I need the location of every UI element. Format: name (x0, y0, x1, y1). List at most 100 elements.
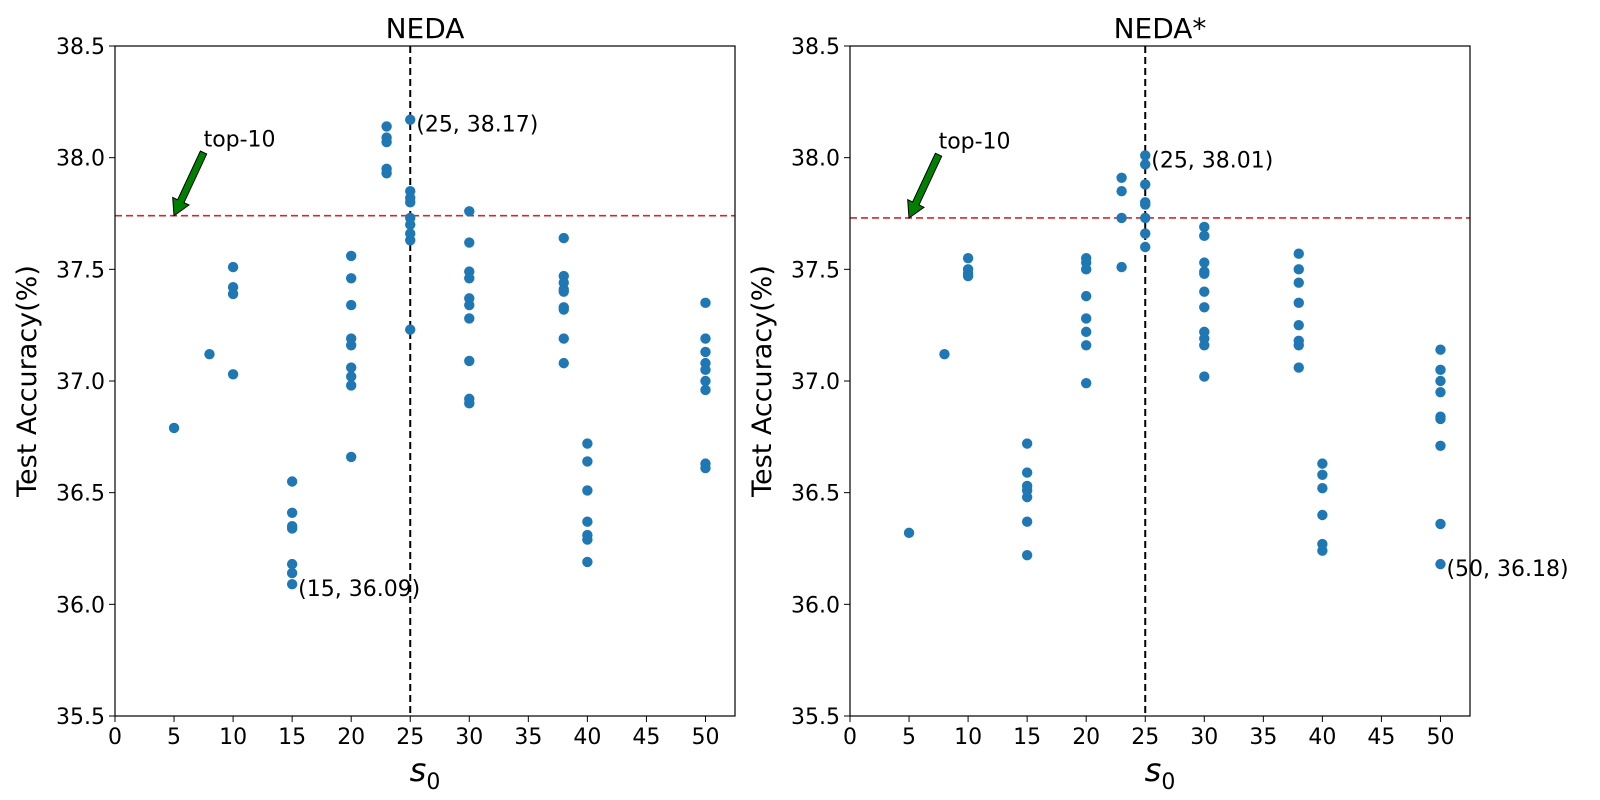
plot-area (850, 46, 1470, 716)
x-tick-label: 25 (1131, 725, 1159, 750)
data-point (1021, 438, 1033, 449)
data-point (1080, 340, 1092, 351)
data-point (345, 362, 357, 373)
x-tick-label: 35 (514, 725, 542, 750)
data-point (1293, 340, 1304, 351)
point-annotation: (15, 36.09) (298, 577, 420, 602)
data-point (1080, 378, 1092, 389)
data-point (1317, 458, 1328, 469)
data-point (345, 273, 357, 284)
data-point (582, 438, 593, 449)
data-point (1140, 159, 1151, 170)
data-point (345, 380, 357, 391)
data-points (903, 150, 1446, 570)
data-point (1435, 344, 1446, 355)
data-point (381, 121, 392, 132)
data-point (1293, 248, 1304, 259)
data-point (1317, 545, 1328, 556)
data-point (1021, 467, 1033, 478)
x-tick-label: 45 (1367, 725, 1395, 750)
plot-frame (114, 45, 736, 717)
x-axis-label-main: s (410, 751, 427, 789)
data-point (1199, 257, 1210, 268)
data-point (464, 398, 475, 409)
x-axis-label-subscript: 0 (1161, 770, 1175, 795)
data-point (1199, 230, 1210, 242)
x-tick-label: 25 (396, 725, 424, 750)
data-point (405, 324, 416, 335)
x-tick-label: 40 (573, 725, 601, 750)
data-point (1317, 483, 1328, 494)
data-point (700, 346, 711, 358)
data-point (1021, 491, 1033, 503)
data-point (286, 507, 298, 518)
x-tick-label: 20 (337, 725, 365, 750)
y-tick-label: 37.5 (56, 258, 105, 283)
data-point (381, 168, 392, 179)
data-point (1293, 277, 1304, 288)
top-10-arrow (172, 150, 208, 217)
data-point (1199, 221, 1210, 233)
data-point (1199, 302, 1210, 313)
data-point (1293, 319, 1304, 331)
data-point (1317, 469, 1328, 480)
x-axis-label: s0 (410, 751, 441, 795)
data-point (1140, 179, 1151, 190)
y-tick-label: 37.5 (791, 258, 840, 283)
chart-panel-neda-star: NEDA* Test Accuracy(%) s0 0 5 10 15 20 25 30 35… (747, 12, 1569, 795)
annotations: (25, 38.17) (15, 36.09) top-10 (172, 113, 538, 602)
y-tick-label: 36.0 (56, 593, 105, 618)
plot-area (115, 46, 735, 716)
y-tick-label: 37.0 (56, 370, 105, 395)
x-axis-label-subscript: 0 (426, 770, 440, 795)
data-point (464, 206, 475, 217)
data-point (1435, 386, 1446, 398)
data-point (1199, 286, 1210, 297)
data-point (345, 299, 357, 311)
data-point (1435, 518, 1446, 530)
data-point (381, 136, 392, 148)
data-point (558, 232, 569, 244)
data-point (1116, 212, 1127, 224)
data-point (1116, 185, 1127, 197)
data-point (1140, 199, 1151, 210)
x-tick-label: 0 (108, 725, 122, 750)
x-tick-label: 5 (902, 725, 916, 750)
y-axis-label: Test Accuracy(%) (747, 265, 778, 498)
data-point (345, 340, 357, 351)
y-axis-label: Test Accuracy(%) (12, 265, 43, 498)
data-point (962, 270, 974, 282)
x-tick-label: 30 (455, 725, 483, 750)
data-point (582, 556, 593, 568)
data-point (405, 219, 416, 230)
x-tick-label: 10 (954, 725, 982, 750)
data-point (286, 579, 298, 590)
x-tick-label: 50 (691, 725, 719, 750)
data-point (1435, 558, 1446, 570)
data-point (405, 235, 416, 246)
data-point (1140, 241, 1151, 253)
annotations: (25, 38.01) (50, 36.18) top-10 (907, 130, 1569, 582)
chart-title: NEDA* (1114, 12, 1207, 45)
x-tick-label: 30 (1190, 725, 1218, 750)
x-tick-label: 10 (219, 725, 247, 750)
point-annotation: (50, 36.18) (1446, 557, 1568, 582)
top-10-label: top-10 (939, 130, 1011, 155)
data-point (204, 349, 215, 360)
data-point (700, 462, 711, 474)
y-ticks: 35.5 36.0 36.5 37.0 37.5 38.0 38.5 (791, 35, 850, 730)
y-tick-label: 35.5 (791, 705, 840, 730)
x-tick-label: 45 (632, 725, 660, 750)
data-point (464, 273, 475, 284)
y-tick-label: 36.5 (56, 482, 105, 507)
y-tick-label: 38.0 (791, 147, 840, 172)
data-point (286, 476, 298, 487)
top-10-label: top-10 (204, 128, 276, 153)
x-axis-label-main: s (1145, 751, 1162, 789)
data-point (1199, 371, 1210, 382)
data-point (1293, 362, 1304, 373)
data-point (1116, 261, 1127, 273)
data-point (464, 313, 475, 324)
x-tick-label: 35 (1249, 725, 1277, 750)
